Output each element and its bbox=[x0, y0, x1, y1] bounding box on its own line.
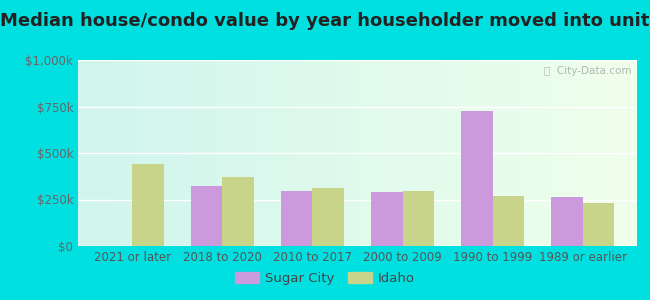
Bar bbox=[462, 111, 493, 246]
Bar bbox=[583, 203, 614, 246]
Bar bbox=[281, 191, 313, 246]
Text: ⓘ  City-Data.com: ⓘ City-Data.com bbox=[544, 66, 631, 76]
Bar bbox=[132, 164, 164, 246]
Bar bbox=[551, 197, 583, 246]
Text: Median house/condo value by year householder moved into unit: Median house/condo value by year househo… bbox=[0, 12, 650, 30]
Bar bbox=[371, 192, 402, 246]
Bar bbox=[190, 185, 222, 246]
Bar bbox=[493, 196, 525, 246]
Legend: Sugar City, Idaho: Sugar City, Idaho bbox=[229, 267, 421, 290]
Bar bbox=[313, 188, 344, 246]
Bar bbox=[402, 191, 434, 246]
Bar bbox=[222, 177, 254, 246]
